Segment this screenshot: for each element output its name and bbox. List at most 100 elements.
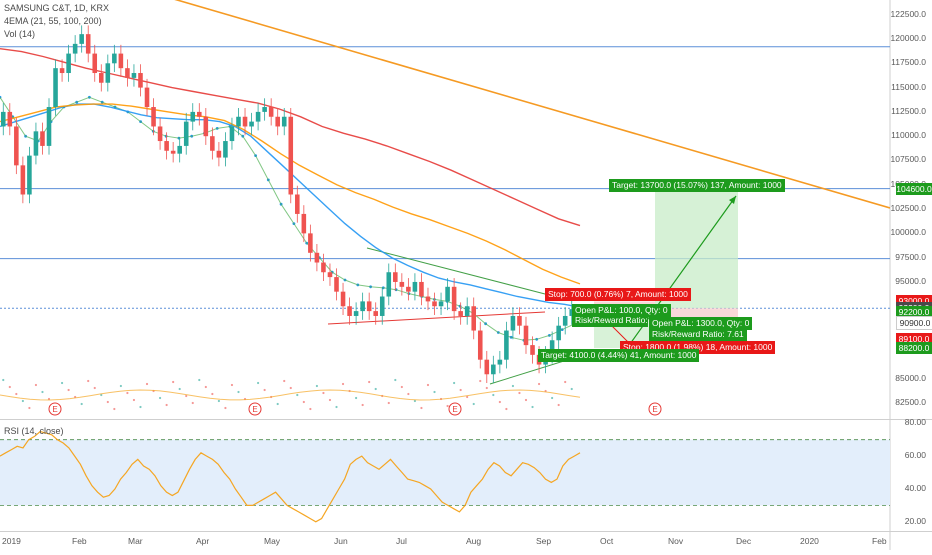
time-tick-2: Mar <box>128 536 143 546</box>
candle-53 <box>347 306 352 316</box>
price-tick-13: 82500.0 <box>895 397 926 408</box>
earnings-marker-letter-0: E <box>52 405 57 414</box>
volume-dot-2 <box>15 392 18 396</box>
volume-dot-33 <box>217 399 220 403</box>
volume-dot-65 <box>426 383 430 387</box>
long-term-trendline <box>174 0 891 209</box>
long-open-pnl: Open P&L: 1300.0, Qty: 0 <box>649 317 753 330</box>
time-tick-4: May <box>264 536 281 546</box>
volume-dot-70 <box>459 388 462 392</box>
volume-dot-25 <box>165 403 168 407</box>
short-open-pnl: Open P&L: 100.0, Qty: 0 <box>572 304 671 317</box>
candle-56 <box>366 301 372 312</box>
volume-dot-31 <box>204 385 207 389</box>
volume-ma-line <box>0 389 581 401</box>
volume-dot-27 <box>178 387 181 391</box>
price-tick-5: 110000.0 <box>891 130 926 141</box>
candle-30 <box>197 111 202 117</box>
volume-dot-73 <box>479 379 482 383</box>
candle-49 <box>321 262 326 273</box>
volume-dot-57 <box>374 387 377 391</box>
time-tick-8: Sep <box>536 536 552 546</box>
price-tick-8: 102500.0 <box>890 203 926 214</box>
candle-16 <box>105 63 111 83</box>
time-tick-13: Feb <box>872 536 887 546</box>
volume-dot-35 <box>230 383 234 387</box>
volume-dot-19 <box>126 391 129 395</box>
time-tick-7: Aug <box>466 536 482 546</box>
time-tick-6: Jul <box>396 536 407 546</box>
volume-dot-46 <box>302 400 305 404</box>
projection-arrowhead <box>729 196 736 204</box>
volume-dot-66 <box>433 390 436 394</box>
volume-dot-47 <box>309 407 312 411</box>
candle-71 <box>464 306 470 316</box>
volume-dot-49 <box>322 391 325 395</box>
ema-legend: 4EMA (21, 55, 100, 200) <box>4 16 102 26</box>
candle-17 <box>112 53 117 64</box>
candle-41 <box>268 107 274 117</box>
candle-65 <box>425 296 431 302</box>
volume-dot-14 <box>93 386 96 390</box>
symbol-title: SAMSUNG C&T, 1D, KRX <box>4 3 110 13</box>
candle-12 <box>79 34 84 44</box>
candle-73 <box>477 330 483 360</box>
price-tick-12: 85000.0 <box>895 373 926 384</box>
volume-dot-9 <box>60 381 64 385</box>
price-tag-4: 90900.0 <box>896 315 932 330</box>
time-tick-1: Feb <box>72 536 87 546</box>
volume-dot-80 <box>524 398 528 402</box>
time-tick-3: Apr <box>196 536 210 546</box>
volume-dot-68 <box>446 404 449 408</box>
candle-31 <box>203 116 209 137</box>
volume-dot-5 <box>34 383 38 387</box>
candle-64 <box>419 281 424 297</box>
volume-dot-39 <box>256 381 260 385</box>
candle-42 <box>275 116 280 127</box>
volume-dot-32 <box>211 392 214 396</box>
volume-dot-87 <box>570 387 573 391</box>
candle-72 <box>471 306 477 331</box>
triangle-upper-line <box>366 247 546 295</box>
candle-80 <box>523 325 529 346</box>
triangle-lower-line <box>327 311 546 325</box>
volume-dot-36 <box>237 390 240 394</box>
candle-35 <box>229 126 235 142</box>
volume-dot-13 <box>87 379 90 383</box>
candle-57 <box>373 311 378 316</box>
price-tick-1: 120000.0 <box>890 33 926 43</box>
candle-37 <box>242 116 248 127</box>
rsi-band <box>0 439 890 506</box>
price-tick-11: 95000.0 <box>895 275 926 286</box>
time-tick-10: Nov <box>668 536 684 546</box>
rsi-tick-1: 60.00 <box>904 450 926 461</box>
volume-dot-44 <box>289 386 292 390</box>
rsi-tick-3: 20.00 <box>904 515 926 526</box>
candle-38 <box>249 121 254 127</box>
candle-36 <box>236 116 241 127</box>
candle-14 <box>92 53 98 74</box>
time-tick-11: Dec <box>736 536 752 546</box>
candle-20 <box>131 73 137 78</box>
earnings-marker-0 <box>48 402 62 416</box>
candle-86 <box>562 315 568 326</box>
candle-6 <box>40 131 45 146</box>
candle-74 <box>484 359 490 375</box>
candle-9 <box>59 68 65 74</box>
candle-63 <box>412 281 418 292</box>
long-target-label: Target: 13700.0 (15.07%) 137, Amount: 10… <box>609 179 785 192</box>
candle-26 <box>170 150 176 154</box>
candle-40 <box>262 107 267 112</box>
candle-34 <box>223 141 228 158</box>
candle-15 <box>98 73 104 83</box>
candle-33 <box>216 150 222 158</box>
volume-dot-4 <box>28 406 31 410</box>
price-tick-10: 97500.0 <box>895 251 926 262</box>
candle-29 <box>190 111 196 122</box>
volume-dot-86 <box>564 380 567 384</box>
candle-85 <box>556 325 561 341</box>
candle-47 <box>308 233 313 253</box>
volume-dot-71 <box>466 395 469 399</box>
time-tick-0: 2019 <box>2 536 21 546</box>
candle-10 <box>66 53 71 74</box>
